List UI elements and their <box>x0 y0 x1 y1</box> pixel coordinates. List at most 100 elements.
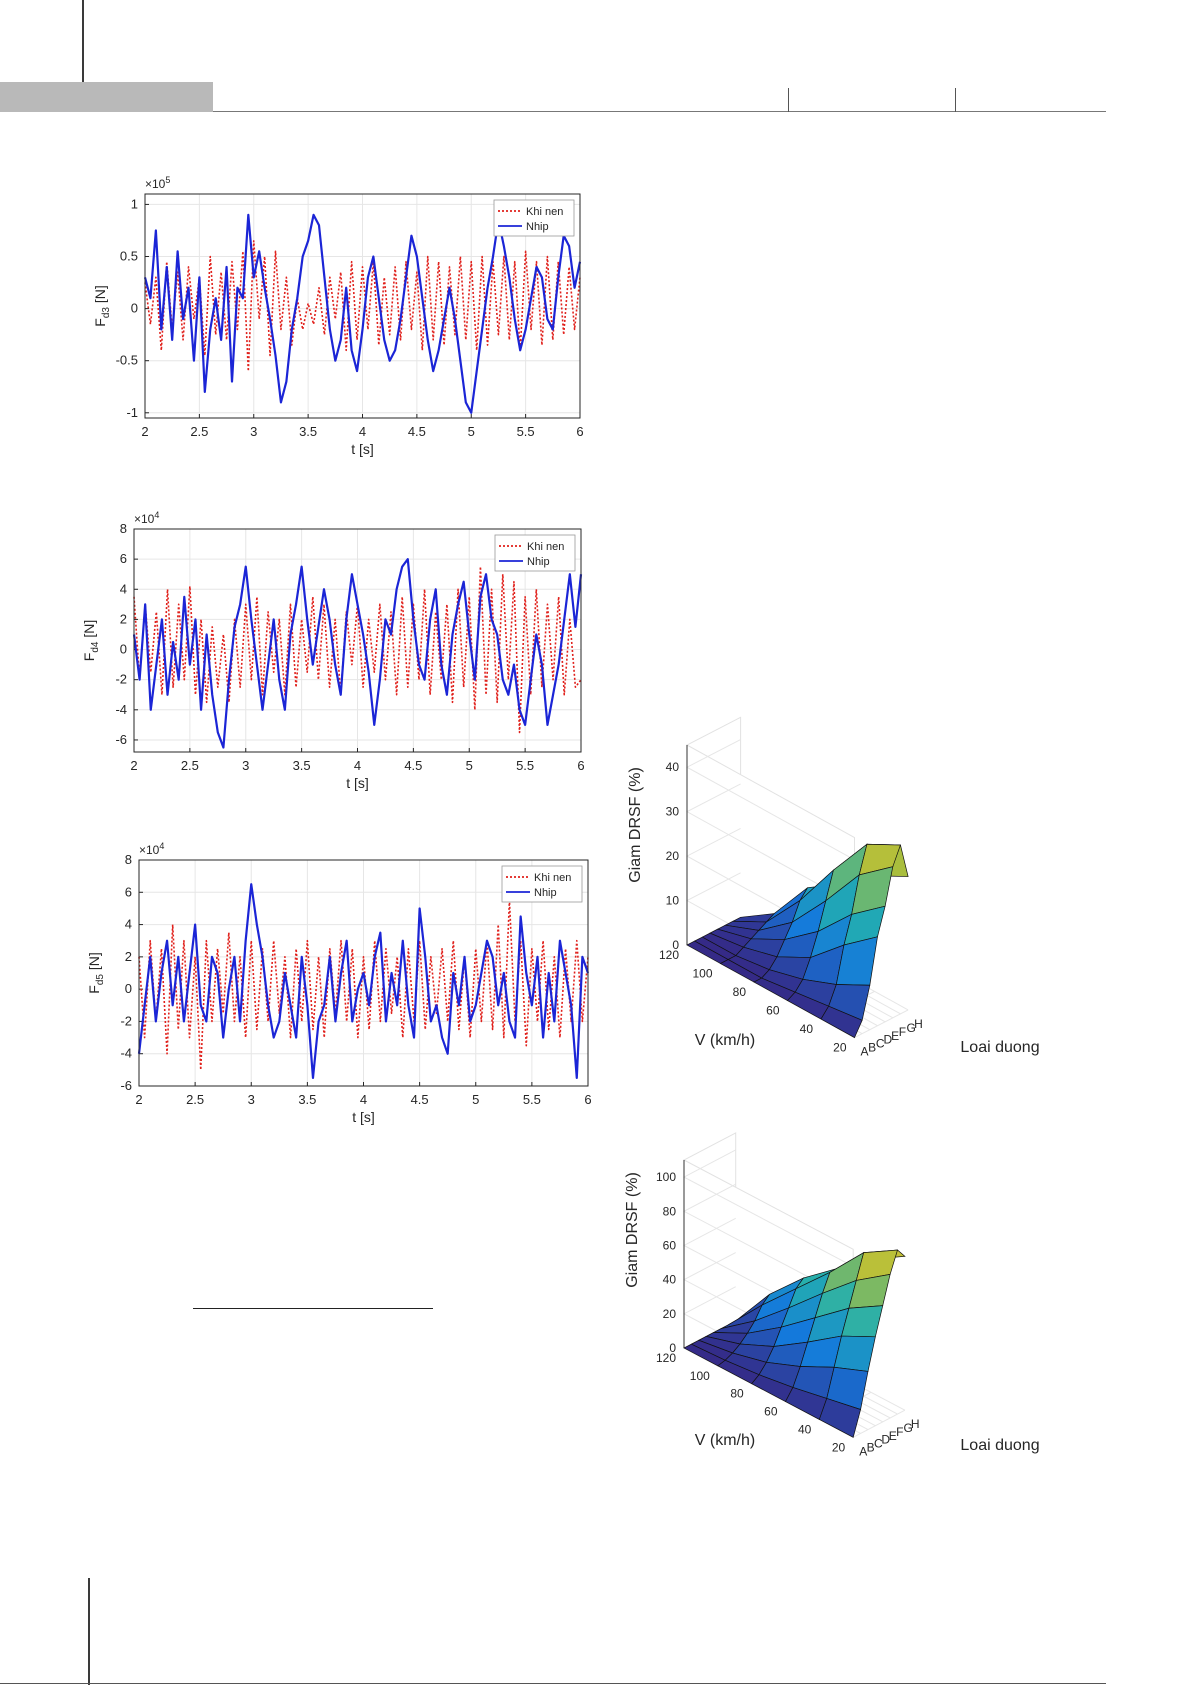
y-tick-label: -4 <box>120 1046 132 1061</box>
z-tick-label: 40 <box>663 1273 677 1287</box>
v-tick-label: 100 <box>690 1369 710 1383</box>
road-tick-label: G <box>904 1421 913 1435</box>
v-axis-label: V (km/h) <box>695 1432 755 1449</box>
y-tick-label: 2 <box>125 949 132 964</box>
header-grey-bar <box>0 82 213 112</box>
road-tick-label: F <box>896 1425 903 1439</box>
road-axis-label: Loai duong <box>960 1437 1039 1454</box>
road-tick-label: D <box>881 1433 890 1447</box>
v-tick-label: 40 <box>800 1022 814 1036</box>
x-tick-label: 4 <box>354 758 361 773</box>
z-axis-label: Giam DRSF (%) <box>624 1172 641 1288</box>
x-tick-label: 2.5 <box>186 1092 204 1107</box>
v-tick-label: 20 <box>833 1041 847 1055</box>
z-tick-label: 20 <box>666 849 680 863</box>
y-tick-label: 0 <box>131 301 138 316</box>
footer-rule <box>0 1683 1106 1684</box>
y-tick-label: -0.5 <box>116 353 138 368</box>
footnote-rule <box>193 1308 433 1309</box>
z-tick-label: 40 <box>666 760 680 774</box>
v-axis-label: V (km/h) <box>695 1032 755 1049</box>
z-axis-label: Giam DRSF (%) <box>627 767 644 883</box>
axis-exponent: ×104 <box>134 510 159 526</box>
y-tick-label: -1 <box>126 405 138 420</box>
x-tick-label: 4 <box>359 424 366 439</box>
y-tick-label: 4 <box>120 581 127 596</box>
x-tick-label: 2 <box>135 1092 142 1107</box>
road-tick-label: C <box>874 1437 883 1451</box>
road-tick-label: B <box>867 1440 875 1454</box>
plot-frame <box>144 193 581 419</box>
z-tick-label: 80 <box>663 1204 677 1218</box>
road-tick-label: A <box>861 1045 869 1059</box>
plot-frame <box>133 528 582 753</box>
road-axis-label: Loai duong <box>960 1039 1039 1056</box>
y-tick-label: 2 <box>120 611 127 626</box>
road-tick-label: E <box>889 1429 897 1443</box>
series-line-nhip <box>132 558 583 749</box>
v-tick-label: 60 <box>764 1405 778 1419</box>
z-tick-label: 100 <box>656 1170 676 1184</box>
y-tick-label: -2 <box>115 672 127 687</box>
v-tick-label: 100 <box>692 967 712 981</box>
z-tick-label: 60 <box>663 1238 677 1252</box>
surface-patch <box>833 1335 876 1372</box>
road-tick-label: B <box>868 1041 876 1055</box>
road-tick-label: H <box>911 1417 920 1431</box>
header-vertical-line <box>82 0 84 84</box>
legend-label: Nhip <box>527 556 550 568</box>
header-divider-1 <box>788 88 789 112</box>
y-tick-label: 8 <box>120 521 127 536</box>
legend-box <box>501 865 583 903</box>
floor-gridline <box>854 1009 909 1039</box>
surface-patch <box>818 1398 862 1438</box>
z-tick-label: 10 <box>666 894 680 908</box>
header-rule <box>213 111 1106 112</box>
v-tick-label: 80 <box>730 1387 744 1401</box>
road-tick-label: D <box>883 1033 892 1047</box>
v-tick-label: 60 <box>766 1004 780 1018</box>
v-tick-label: 80 <box>733 985 747 999</box>
z-tick-label: 20 <box>663 1307 677 1321</box>
legend-label: Khi nen <box>527 541 564 553</box>
series-line-nhip <box>143 213 582 414</box>
road-tick-label: A <box>859 1444 867 1458</box>
x-tick-label: 4 <box>360 1092 367 1107</box>
y-tick-label: 8 <box>125 852 132 867</box>
surface-patch <box>820 1005 863 1039</box>
v-tick-label: 20 <box>832 1440 846 1454</box>
axis-exponent: ×104 <box>139 841 164 857</box>
y-tick-label: 6 <box>120 551 127 566</box>
v-tick-label: 120 <box>656 1351 676 1365</box>
x-tick-label: 3 <box>248 1092 255 1107</box>
x-tick-label: 5.5 <box>523 1092 541 1107</box>
x-tick-label: 4.5 <box>408 424 426 439</box>
x-tick-label: 3.5 <box>293 758 311 773</box>
x-axis-label: t [s] <box>346 775 369 791</box>
x-tick-label: 3 <box>242 758 249 773</box>
x-tick-label: 3.5 <box>299 424 317 439</box>
x-tick-label: 6 <box>584 1092 591 1107</box>
header-divider-2 <box>955 88 956 112</box>
y-tick-label: 4 <box>125 917 132 932</box>
v-tick-label: 120 <box>659 948 679 962</box>
floor-gridline <box>852 1409 906 1438</box>
plot-frame <box>138 859 589 1087</box>
footer-vertical-line <box>88 1578 90 1685</box>
y-axis-label: Fd5 [N] <box>86 952 106 993</box>
legend-box <box>493 199 575 237</box>
x-tick-label: 5 <box>466 758 473 773</box>
x-tick-label: 2 <box>130 758 137 773</box>
y-tick-label: -2 <box>120 1013 132 1028</box>
v-tick-label: 40 <box>798 1422 812 1436</box>
x-tick-label: 5.5 <box>517 424 535 439</box>
z-tick-label: 0 <box>669 1341 676 1355</box>
y-axis-label: Fd4 [N] <box>81 620 101 661</box>
legend-label: Khi nen <box>534 872 571 884</box>
x-axis-label: t [s] <box>352 1109 375 1125</box>
y-tick-label: -6 <box>115 732 127 747</box>
